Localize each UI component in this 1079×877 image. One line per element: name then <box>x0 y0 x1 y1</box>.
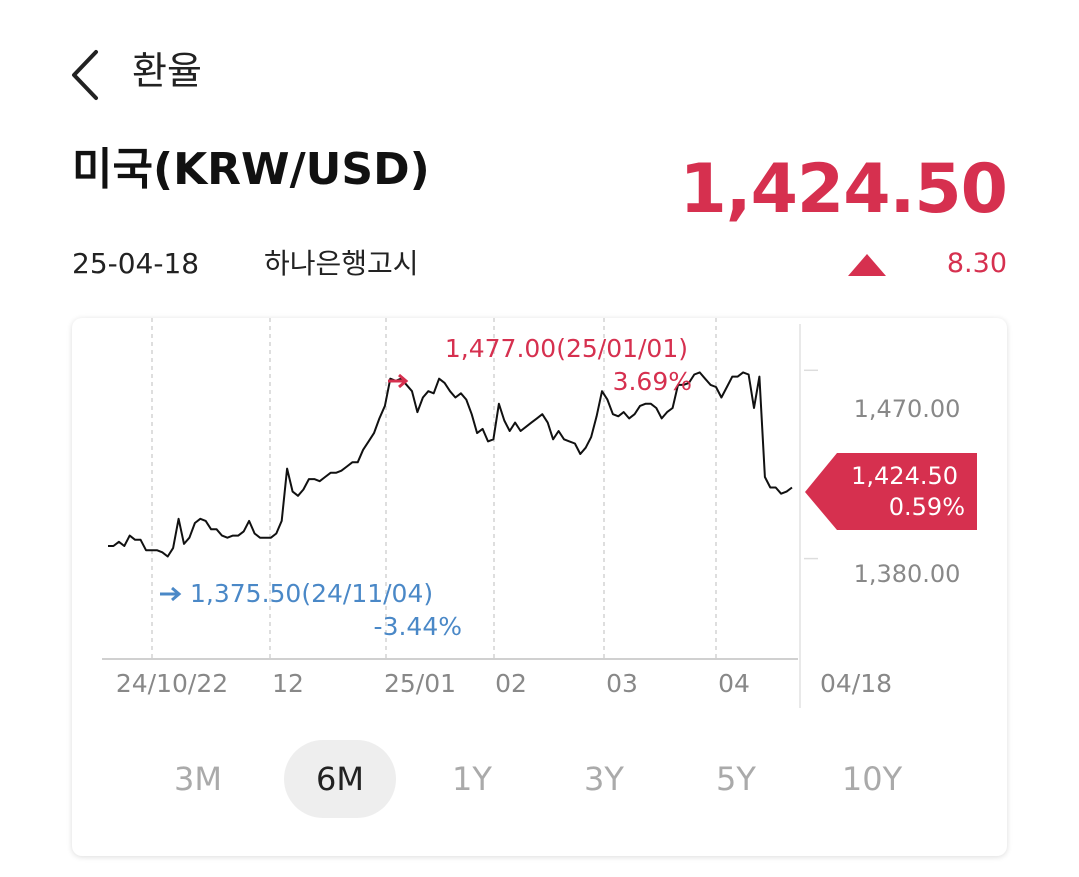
quote-date: 25-04-18 <box>72 247 200 280</box>
high-pct-label: 3.69% <box>613 367 692 396</box>
arrow-right-icon <box>388 373 409 389</box>
x-tick-label: 25/01 <box>384 669 456 698</box>
low-pct-label: -3.44% <box>374 612 462 641</box>
x-tick-label: 04 <box>718 669 750 698</box>
current-price: 1,424.50 <box>679 150 1008 229</box>
back-button[interactable] <box>64 48 108 102</box>
quote-source: 하나은행고시 <box>264 247 419 280</box>
chevron-left-icon <box>72 50 98 100</box>
low-value-label: 1,375.50(24/11/04) <box>190 579 433 608</box>
arrow-right-icon <box>160 586 182 602</box>
current-price-flag-value: 1,424.50 <box>851 462 958 490</box>
y-tick-label: 1,470.00 <box>854 395 961 423</box>
page-title: 환율 <box>132 49 202 93</box>
period-1y-button[interactable]: 1Y <box>452 760 492 798</box>
price-change: 8.30 <box>946 248 1007 279</box>
high-value-label: 1,477.00(25/01/01) <box>445 334 688 363</box>
current-price-flag-pct: 0.59% <box>889 493 965 521</box>
period-selector: 3M 6M 1Y 3Y 5Y 10Y <box>142 740 942 818</box>
current-price-flag: 1,424.50 0.59% <box>805 453 977 530</box>
series-line <box>108 371 793 558</box>
triangle-up-icon <box>848 254 886 276</box>
period-10y-button[interactable]: 10Y <box>841 760 903 798</box>
x-tick-label: 04/18 <box>820 669 892 698</box>
x-tick-label: 12 <box>272 669 304 698</box>
chart-card: 24/10/22 12 25/01 02 03 04 04/18 1,470.00 1,38… <box>72 318 1007 856</box>
x-tick-label: 02 <box>495 669 527 698</box>
currency-name: 미국(KRW/USD) <box>72 144 430 195</box>
x-tick-label: 03 <box>606 669 638 698</box>
y-tick-label: 1,380.00 <box>854 560 961 588</box>
period-3m-button[interactable]: 3M <box>174 760 222 798</box>
x-tick-label: 24/10/22 <box>116 669 228 698</box>
period-6m-button[interactable]: 6M <box>284 740 396 818</box>
period-5y-button[interactable]: 5Y <box>716 760 756 798</box>
period-3y-button[interactable]: 3Y <box>584 760 624 798</box>
exchange-rate-chart[interactable]: 24/10/22 12 25/01 02 03 04 04/18 1,470.00 1,38… <box>72 318 1007 856</box>
